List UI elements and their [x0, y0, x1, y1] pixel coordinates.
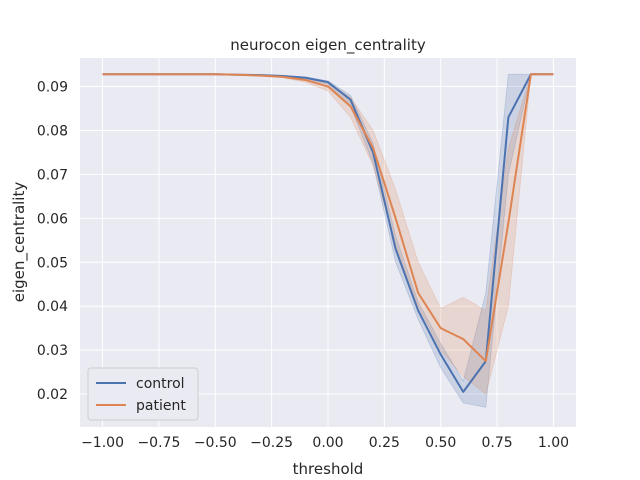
y-tick-label: 0.05 — [37, 255, 68, 271]
legend-label-patient: patient — [136, 398, 186, 414]
y-tick-label: 0.02 — [37, 387, 68, 403]
y-axis-label: eigen_centrality — [10, 182, 29, 303]
x-tick-label: 0.75 — [482, 435, 513, 451]
y-tick-label: 0.06 — [37, 211, 68, 227]
x-tick-label: −1.00 — [81, 435, 124, 451]
y-tick-label: 0.04 — [37, 299, 68, 315]
y-tick-labels: 0.02 0.03 0.04 0.05 0.06 0.07 0.08 0.09 — [37, 80, 68, 403]
x-tick-label: −0.25 — [250, 435, 293, 451]
x-tick-label: −0.75 — [137, 435, 180, 451]
legend: control patient — [87, 367, 199, 421]
series-lines — [102, 73, 554, 393]
y-tick-label: 0.03 — [37, 343, 68, 359]
chart-title: neurocon eigen_centrality — [230, 36, 426, 55]
legend-box — [87, 367, 199, 421]
x-tick-labels: −1.00 −0.75 −0.50 −0.25 0.00 0.25 0.50 0.75 1.00 — [81, 435, 569, 451]
x-tick-label: 0.25 — [369, 435, 400, 451]
x-gridlines — [102, 58, 554, 427]
x-tick-label: −0.50 — [194, 435, 237, 451]
x-axis-label: threshold — [293, 460, 364, 478]
series-line-patient — [102, 73, 554, 363]
x-tick-label: 0.50 — [425, 435, 456, 451]
x-tick-label: 0.00 — [312, 435, 343, 451]
y-gridlines — [80, 86, 576, 395]
y-tick-label: 0.09 — [37, 80, 68, 96]
y-tick-label: 0.07 — [37, 167, 68, 183]
legend-label-control: control — [136, 376, 185, 392]
y-tick-label: 0.08 — [37, 123, 68, 139]
x-tick-label: 1.00 — [538, 435, 569, 451]
